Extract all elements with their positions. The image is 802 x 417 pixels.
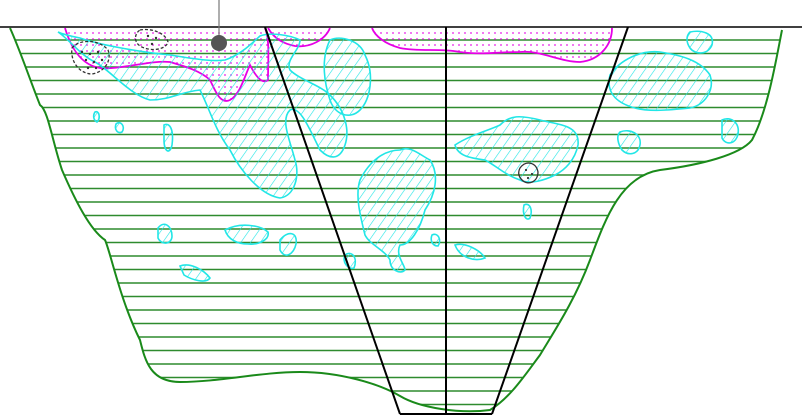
ice-patch-16 xyxy=(522,203,532,220)
ice-patch-10 xyxy=(178,264,211,282)
left-boundary-line xyxy=(264,26,401,415)
dark-dotted-patches xyxy=(71,28,539,184)
ice-patch-12 xyxy=(721,118,740,144)
ice-patch-18 xyxy=(92,110,100,123)
ice-patch-13 xyxy=(453,243,487,261)
ice-patch-1 xyxy=(57,31,348,199)
fault-lines xyxy=(264,26,629,415)
ice-patch-5 xyxy=(608,50,712,112)
ice-patch-6 xyxy=(686,30,714,54)
ice-patch-19 xyxy=(430,233,441,247)
magenta-outline-right xyxy=(371,27,613,63)
ice-patch-15 xyxy=(163,123,174,152)
ice-patch-2 xyxy=(323,37,372,116)
ice-patch-3 xyxy=(357,147,437,273)
ice-patches xyxy=(57,30,740,282)
ice-patch-8 xyxy=(279,232,298,256)
ice-patch-9 xyxy=(157,223,173,244)
ice-patch-4 xyxy=(454,115,579,183)
ice-patch-17 xyxy=(114,121,125,134)
right-boundary-line xyxy=(491,26,629,415)
marker-icon xyxy=(211,35,227,51)
basin-outline xyxy=(9,27,783,413)
ice-patch-7 xyxy=(224,224,269,245)
dotted-patch-2 xyxy=(134,28,169,51)
dotted-patch-3 xyxy=(518,162,539,184)
dotted-patch-1 xyxy=(71,40,110,75)
ice-patch-11 xyxy=(617,129,641,155)
surface-marker-pin[interactable] xyxy=(211,0,227,51)
